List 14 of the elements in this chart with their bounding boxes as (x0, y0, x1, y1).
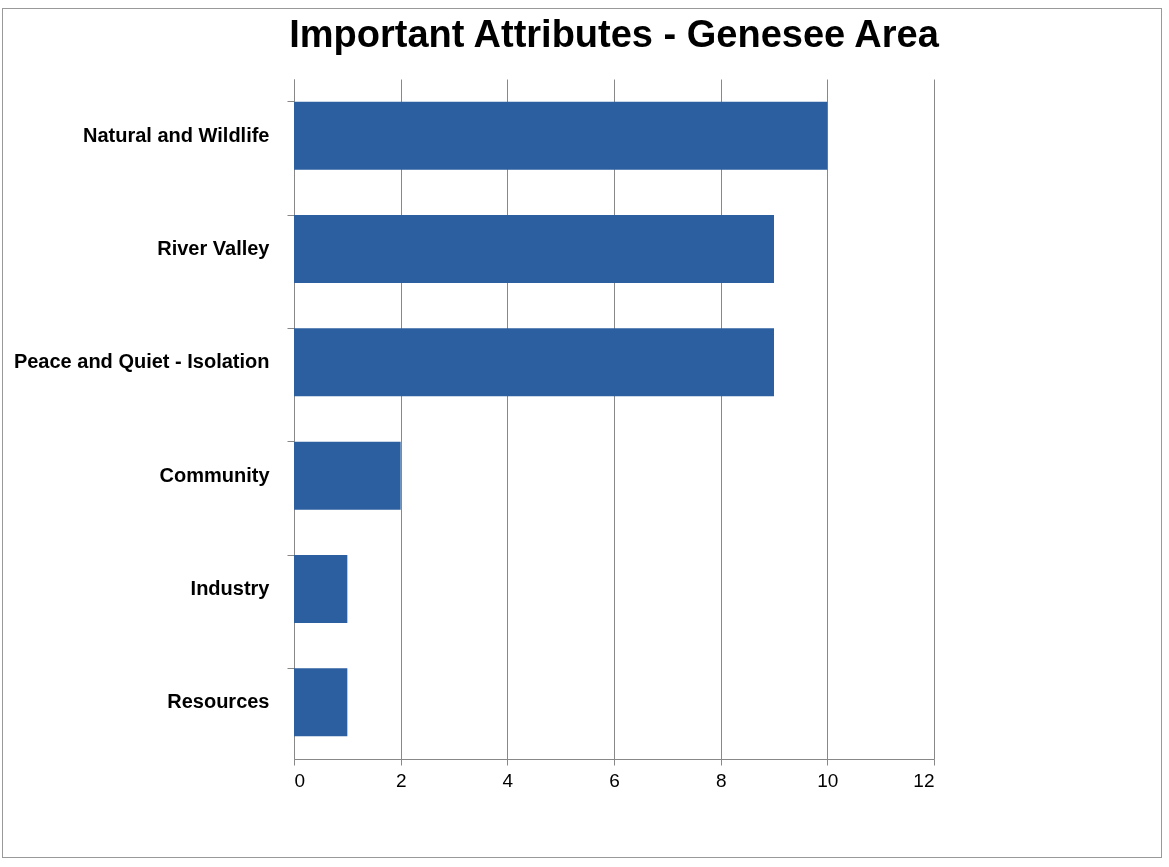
x-tick-label: 12 (913, 769, 935, 791)
y-tick-label: Community (159, 463, 271, 486)
x-tick-label: 8 (715, 769, 727, 791)
y-tick-label: Natural and Wildlife (82, 123, 270, 146)
x-tick-label: 6 (609, 769, 620, 791)
x-tick-label: 0 (294, 769, 306, 791)
y-tick-label: Peace and Quiet - Isolation (13, 350, 270, 373)
y-tick-label: River Valley (157, 237, 271, 259)
chart-title: Important Attributes - Genesee Area (289, 13, 940, 55)
y-tick-label: Resources (167, 690, 270, 713)
x-tick-label: 4 (502, 769, 514, 791)
y-tick-label: Industry (190, 577, 271, 599)
x-tick-label: 2 (395, 769, 407, 791)
x-tick-label: 10 (817, 769, 839, 791)
